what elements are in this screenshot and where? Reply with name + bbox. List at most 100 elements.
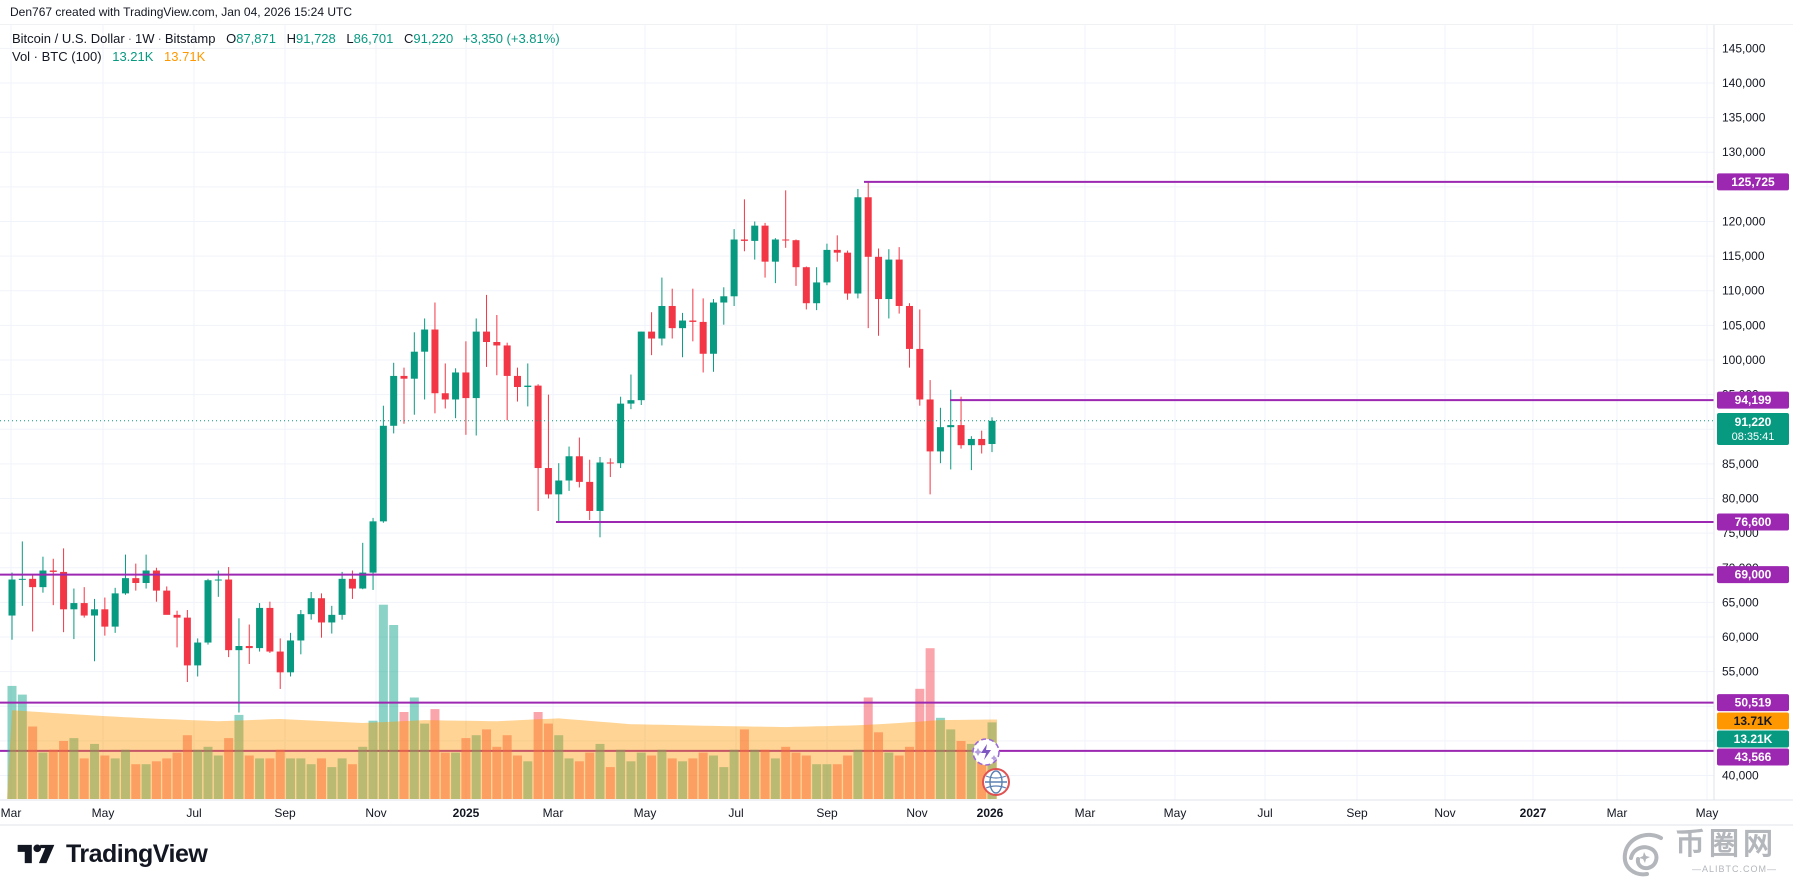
candle-body: [452, 372, 460, 400]
bar-countdown: 08:35:41: [1732, 431, 1775, 443]
candle-body: [483, 331, 491, 342]
volume-badge[interactable]: 13.71K: [1717, 712, 1789, 730]
candle-body: [771, 239, 779, 262]
level-badge[interactable]: 94,199: [1717, 391, 1789, 409]
candle-body: [864, 197, 872, 257]
volume-bar: [781, 746, 791, 799]
volume-bar: [59, 741, 69, 799]
candle-body: [235, 646, 243, 651]
volume-bar: [17, 694, 27, 799]
lightning-icon: [981, 744, 991, 760]
candle-body: [80, 603, 88, 616]
volume-bar: [678, 761, 688, 799]
globe-sticker[interactable]: [982, 768, 1010, 796]
candle-body: [441, 393, 449, 400]
sparkle-sticker[interactable]: [972, 738, 1000, 766]
volume-bar: [636, 752, 646, 799]
current-price-badge[interactable]: 91,220 08:35:41: [1717, 413, 1789, 445]
candle-body: [679, 320, 687, 329]
level-badge[interactable]: 50,519: [1717, 694, 1789, 712]
time-tick-label: Sep: [274, 806, 296, 820]
level-badge-text: 69,000: [1735, 568, 1772, 582]
volume-bar: [915, 688, 925, 799]
volume-bar: [162, 758, 172, 799]
candle-body: [462, 372, 470, 399]
volume-bar: [69, 738, 79, 799]
candle-body: [359, 572, 367, 589]
volume-badge[interactable]: 13.21K: [1717, 730, 1789, 748]
candle-body: [699, 321, 707, 354]
candle-body: [317, 598, 325, 623]
level-badge[interactable]: 125,725: [1717, 173, 1789, 191]
volume-bar: [193, 749, 203, 799]
volume-bar: [7, 685, 17, 799]
candle-body: [802, 267, 810, 304]
candle-body: [276, 651, 284, 673]
volume-bar: [502, 735, 512, 799]
time-tick-label: Mar: [1, 806, 22, 820]
tradingview-logo[interactable]: TradingView: [16, 836, 208, 872]
candle-body: [967, 438, 975, 446]
volume-bar: [729, 749, 739, 799]
level-badge-bg: [1717, 173, 1789, 191]
price-tick-label: 145,000: [1722, 41, 1766, 55]
attribution-text: Den767 created with TradingView.com, Jan…: [10, 5, 352, 19]
price-tick-label: 65,000: [1722, 595, 1759, 609]
time-tick-label: May: [92, 806, 115, 820]
volume-bar: [347, 764, 357, 799]
volume-bar: [853, 749, 863, 799]
site-watermark: 币圈网 —ALIBTC.COM—: [1617, 828, 1777, 880]
volume-bar: [120, 749, 130, 799]
candle-body: [555, 480, 563, 495]
globe-latitude: [985, 775, 1007, 779]
volume-bar: [28, 726, 38, 799]
candle-body: [596, 462, 604, 511]
candle-body: [720, 296, 728, 303]
price-tick-label: 135,000: [1722, 111, 1766, 125]
level-badge[interactable]: 69,000: [1717, 566, 1789, 584]
candle-body: [627, 400, 635, 404]
volume-bar: [358, 746, 368, 799]
volume-bar: [182, 735, 192, 799]
candle-body: [214, 579, 222, 581]
candle-body: [369, 521, 377, 573]
candle-body: [390, 375, 398, 426]
level-badge[interactable]: 43,566: [1717, 748, 1789, 766]
candle-body: [751, 225, 759, 241]
tradingview-logo-icon: [17, 844, 55, 864]
time-tick-label: Jul: [186, 806, 201, 820]
volume-bar: [244, 755, 254, 799]
volume-bar: [265, 758, 275, 799]
candle-body: [926, 399, 934, 452]
volume-bar: [389, 625, 399, 799]
candle-body: [658, 305, 666, 339]
time-axis[interactable]: Mar May Jul Sep Nov 2025 Mar May Jul Sep Nov 2026 Ma…: [0, 799, 1793, 826]
candle-body: [400, 375, 408, 379]
candle-body: [988, 420, 996, 444]
tradingview-logo-text: TradingView: [66, 839, 208, 868]
volume-bar: [667, 758, 677, 799]
volume-ma-area: [7, 710, 997, 799]
candle-body: [565, 456, 573, 481]
volume-bar: [605, 767, 615, 799]
volume-bar: [946, 729, 956, 799]
candle-body: [534, 385, 542, 469]
candle-body: [854, 197, 862, 294]
price-tick-label: 140,000: [1722, 76, 1766, 90]
candle-body: [379, 425, 387, 522]
price-tick-label: 115,000: [1722, 249, 1765, 263]
level-badge[interactable]: 76,600: [1717, 513, 1789, 531]
volume-bar: [616, 749, 626, 799]
volume-bar: [482, 729, 492, 799]
price-tick-label: 120,000: [1722, 214, 1766, 228]
volume-bar: [492, 746, 502, 799]
volume-bar: [884, 752, 894, 799]
candle-body: [503, 345, 511, 376]
volume-bar: [863, 697, 873, 799]
volume-bar: [213, 755, 223, 799]
price-axis[interactable]: 145,000 140,000 135,000 130,000 120,000 115,0…: [1713, 25, 1793, 825]
level-badge-bg: [1717, 513, 1789, 531]
candle-body: [287, 640, 295, 673]
time-tick-label: Sep: [1346, 806, 1368, 820]
